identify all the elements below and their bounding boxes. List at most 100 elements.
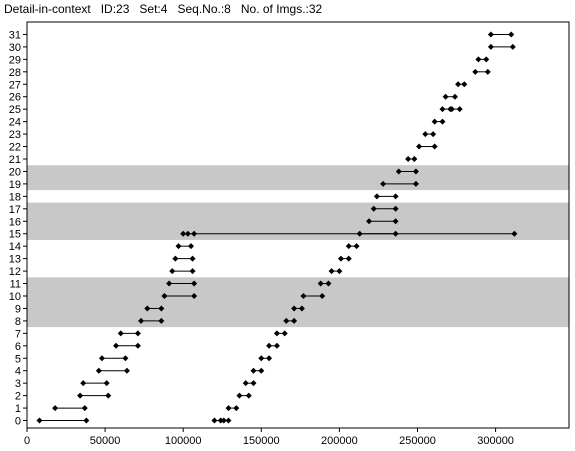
y-tick-label: 31 — [9, 29, 21, 41]
right-segment-start-point — [373, 193, 380, 200]
right-segment-start-point — [291, 305, 298, 312]
right-segment-end-point — [461, 81, 468, 88]
right-segment-start-point — [266, 342, 273, 349]
right-segment-start-point — [439, 106, 446, 113]
right-segment-end-point — [319, 292, 326, 299]
right-segment-start-point — [475, 56, 482, 63]
left-segment-end-point — [134, 330, 141, 337]
right-segment-end-point — [273, 342, 280, 349]
left-inner-point — [191, 230, 198, 237]
left-segment-start-point — [80, 380, 87, 387]
y-tick-label: 28 — [9, 67, 21, 79]
left-segment-end-point — [158, 305, 165, 312]
right-segment-end-point — [431, 143, 438, 150]
right-segment-end-point — [430, 131, 437, 138]
left-segment-end-point — [83, 417, 90, 424]
right-segment-end-point — [233, 405, 240, 412]
right-segment-start-point — [431, 118, 438, 125]
right-segment-end-point — [509, 43, 516, 50]
y-tick-label: 15 — [9, 229, 21, 241]
y-tick-label: 17 — [9, 204, 21, 216]
right-segment-start-point — [300, 292, 307, 299]
right-segment-start-point — [242, 380, 249, 387]
left-segment-start-point — [113, 342, 120, 349]
left-segment-end-point — [105, 392, 112, 399]
right-inner-point — [217, 417, 224, 424]
y-tick-label: 29 — [9, 54, 21, 66]
left-segment-end-point — [189, 255, 196, 262]
x-axis: 0 50000 100000 150000 200000 250000 300000 — [24, 428, 514, 447]
right-segment-end-point — [412, 180, 419, 187]
highlight-band — [27, 202, 569, 240]
left-segment-start-point — [166, 280, 173, 287]
right-segment-end-point — [353, 243, 360, 250]
right-segment-start-point — [422, 131, 429, 138]
left-segment-start-point — [138, 317, 145, 324]
y-tick-label: 26 — [9, 92, 21, 104]
y-tick-label: 1 — [15, 403, 21, 415]
right-segment-end-point — [336, 268, 343, 275]
right-segment-end-point — [392, 205, 399, 212]
y-tick-label: 20 — [9, 166, 21, 178]
right-segment-end-point — [484, 68, 491, 75]
left-segment-end-point — [134, 342, 141, 349]
right-segment-start-point — [273, 330, 280, 337]
y-tick-label: 23 — [9, 129, 21, 141]
right-segment-end-point — [412, 168, 419, 175]
x-tick-label: 300000 — [477, 435, 514, 447]
right-segment-start-point — [258, 355, 265, 362]
y-tick-label: 0 — [15, 416, 21, 428]
x-tick-label: 150000 — [243, 435, 280, 447]
y-tick-label: 16 — [9, 216, 21, 228]
highlight-band — [27, 165, 569, 191]
right-segment-start-point — [395, 168, 402, 175]
right-segment-start-point — [455, 81, 462, 88]
left-segment-start-point — [52, 405, 59, 412]
right-segment-end-point — [266, 355, 273, 362]
right-segment-start-point — [337, 255, 344, 262]
highlight-bands — [27, 165, 569, 328]
right-segment-end-point — [392, 193, 399, 200]
right-segment-end-point — [483, 56, 490, 63]
left-segment-end-point — [191, 292, 198, 299]
y-tick-label: 30 — [9, 42, 21, 54]
chart-header: Detail-in-context ID:23 Set:4 Seq.No.:8 … — [4, 2, 322, 16]
y-axis: 0123456789101112131415161718192021222324… — [9, 29, 27, 428]
header-set: Set:4 — [139, 2, 168, 16]
y-tick-label: 10 — [9, 291, 21, 303]
right-segment-end-point — [411, 155, 418, 162]
left-segment-start-point — [180, 230, 187, 237]
right-segment-start-point — [370, 205, 377, 212]
x-tick-label: 50000 — [90, 435, 121, 447]
right-segment-start-point — [487, 43, 494, 50]
y-tick-label: 11 — [10, 279, 21, 291]
header-id: ID:23 — [100, 2, 130, 16]
right-inner-point — [448, 106, 455, 113]
left-segment-end-point — [189, 268, 196, 275]
right-segment-start-point — [328, 268, 335, 275]
right-segment-start-point — [236, 392, 243, 399]
y-tick-label: 12 — [9, 266, 21, 278]
right-segment-end-point — [392, 218, 399, 225]
right-segment-start-point — [211, 417, 218, 424]
left-segment-start-point — [169, 268, 176, 275]
right-segment-end-point — [245, 392, 252, 399]
left-segment-end-point — [122, 355, 129, 362]
right-segment-start-point — [416, 143, 423, 150]
header-title: Detail-in-context — [4, 2, 91, 16]
right-segment-start-point — [405, 155, 412, 162]
left-segment-start-point — [98, 355, 105, 362]
y-tick-label: 9 — [15, 303, 21, 315]
left-segment-end-point — [103, 380, 110, 387]
right-segment-start-point — [356, 230, 363, 237]
y-tick-label: 2 — [15, 391, 21, 403]
y-tick-label: 18 — [9, 191, 21, 203]
header-imgs: No. of Imgs.:32 — [240, 2, 323, 16]
y-tick-label: 27 — [9, 79, 21, 91]
right-segment-start-point — [225, 405, 232, 412]
left-segment-start-point — [77, 392, 84, 399]
right-segment-end-point — [451, 93, 458, 100]
y-tick-label: 3 — [15, 378, 21, 390]
left-segment-start-point — [36, 417, 43, 424]
